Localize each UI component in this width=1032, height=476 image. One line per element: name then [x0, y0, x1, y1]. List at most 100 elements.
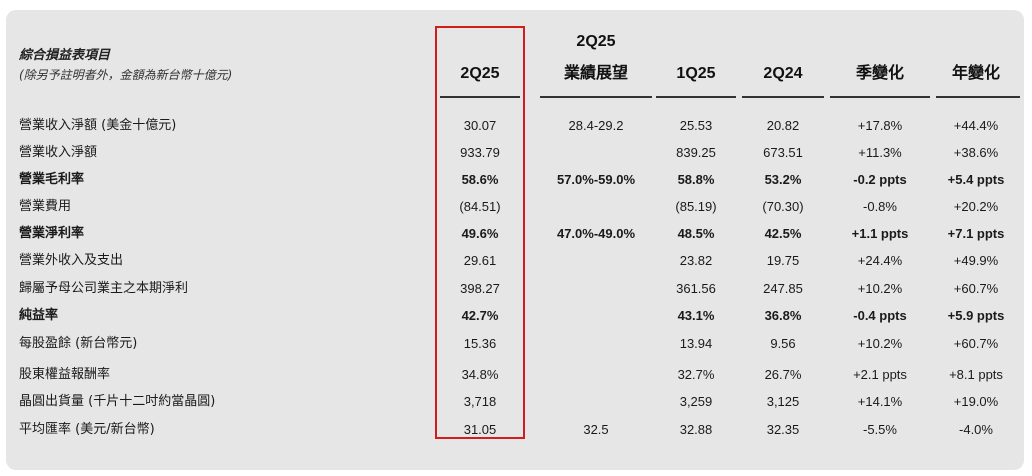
col-header-line2: 季變化: [855, 65, 904, 82]
col-header-guidance: 2Q25 業績展望: [540, 28, 652, 88]
row-label: 晶圓出貨量 (千片十二吋約當晶圓): [19, 394, 216, 409]
row-value: [540, 331, 652, 357]
row-value: +1.1 ppts: [851, 226, 909, 241]
row-value: +11.3%: [858, 145, 902, 160]
highlight-box-2q25: [435, 26, 525, 439]
col-header-2q24: 2Q24: [742, 32, 824, 88]
table-title-block: 綜合損益表項目 (除另予註明者外，金額為新台幣十億元): [19, 44, 232, 83]
row-value: +5.4 ppts: [947, 172, 1005, 187]
row-value: -4.0%: [959, 422, 993, 437]
row-label: 營業收入淨額: [19, 145, 98, 160]
row-value: [540, 248, 652, 274]
row-value: +60.7%: [953, 336, 999, 351]
row-value: 28.4-29.2: [568, 118, 624, 133]
row-value: 839.25: [676, 145, 716, 160]
row-label: 股東權益報酬率: [19, 367, 111, 382]
row-value: 25.53: [679, 118, 713, 133]
row-value: 47.0%-49.0%: [556, 226, 636, 241]
row-value: 15.36: [463, 336, 497, 351]
table-row: 每股盈餘 (新台幣元) 15.36 13.94 9.56 +10.2% +60.7%: [0, 331, 1032, 357]
row-value: 48.5%: [677, 226, 715, 241]
header-rule: [440, 96, 520, 98]
table-row: 平均匯率 (美元/新台幣) 31.05 32.5 32.88 32.35 -5.5% -4.…: [0, 417, 1032, 443]
row-value: 34.8%: [461, 367, 499, 382]
col-header-line1: 2Q25: [576, 33, 616, 50]
col-header-line1: [830, 32, 930, 60]
header-rule: [830, 96, 930, 98]
row-value: -0.2 ppts: [853, 172, 907, 187]
col-header-line1: [742, 32, 824, 60]
table-row: 營業外收入及支出 29.61 23.82 19.75 +24.4% +49.9%: [0, 248, 1032, 274]
row-value: +60.7%: [953, 281, 999, 296]
row-value: [540, 303, 652, 329]
row-value: 31.05: [463, 422, 497, 437]
row-value: [540, 389, 652, 415]
row-value: [540, 194, 652, 220]
table-row: 晶圓出貨量 (千片十二吋約當晶圓) 3,718 3,259 3,125 +14.1% +1…: [0, 389, 1032, 415]
table-row: 歸屬予母公司業主之本期淨利 398.27 361.56 247.85 +10.2% +60…: [0, 276, 1032, 302]
row-value: 9.56: [770, 336, 796, 351]
row-label: 營業外收入及支出: [19, 253, 124, 268]
table-subtitle: (除另予註明者外，金額為新台幣十億元): [19, 68, 233, 82]
row-label: 歸屬予母公司業主之本期淨利: [19, 281, 189, 296]
row-value: 53.2%: [764, 172, 802, 187]
row-value: 30.07: [463, 118, 497, 133]
row-value: 20.82: [766, 118, 800, 133]
row-value: 43.1%: [677, 308, 715, 323]
row-value: -0.8%: [863, 199, 897, 214]
row-value: +7.1 ppts: [947, 226, 1005, 241]
row-value: +49.9%: [953, 253, 999, 268]
row-label: 純益率: [19, 308, 59, 323]
table-row: 營業收入淨額 (美金十億元) 30.07 28.4-29.2 25.53 20.82 +1…: [0, 113, 1032, 139]
row-value: 3,125: [766, 394, 800, 409]
table-title: 綜合損益表項目: [19, 48, 111, 63]
table-row: 營業收入淨額 933.79 839.25 673.51 +11.3% +38.6%: [0, 140, 1032, 166]
header-rule: [936, 96, 1020, 98]
row-value: 32.5: [583, 422, 609, 437]
table-row: 營業淨利率 49.6% 47.0%-49.0% 48.5% 42.5% +1.1 ppts…: [0, 221, 1032, 247]
header-rule: [656, 96, 736, 98]
row-value: 361.56: [676, 281, 716, 296]
row-value: 3,718: [463, 394, 497, 409]
col-header-qoq: 季變化: [830, 32, 930, 88]
table-panel: [6, 10, 1024, 470]
table-row: 營業費用 (84.51) (85.19) (70.30) -0.8% +20.2%: [0, 194, 1032, 220]
row-value: +20.2%: [953, 199, 999, 214]
row-value: +17.8%: [857, 118, 903, 133]
row-value: 673.51: [763, 145, 803, 160]
row-value: (85.19): [675, 199, 717, 214]
col-header-line1: [932, 32, 1020, 60]
row-value: 36.8%: [764, 308, 802, 323]
row-value: 19.75: [766, 253, 800, 268]
col-header-line2: 1Q25: [676, 65, 716, 82]
row-value: (84.51): [459, 199, 501, 214]
row-value: 42.7%: [461, 308, 499, 323]
row-value: 58.8%: [677, 172, 715, 187]
col-header-yoy: 年變化: [932, 32, 1020, 88]
col-header-2q25: 2Q25: [440, 32, 520, 88]
row-label: 營業毛利率: [19, 172, 85, 187]
row-value: +24.4%: [857, 253, 903, 268]
table-row: 營業毛利率 58.6% 57.0%-59.0% 58.8% 53.2% -0.2 ppts…: [0, 167, 1032, 193]
row-value: +2.1 ppts: [853, 367, 907, 382]
row-value: 3,259: [679, 394, 713, 409]
row-value: +44.4%: [953, 118, 999, 133]
row-value: 29.61: [463, 253, 497, 268]
col-header-line2: 年變化: [951, 65, 1000, 82]
row-value: -0.4 ppts: [853, 308, 907, 323]
col-header-line1: [656, 32, 736, 60]
row-value: +8.1 ppts: [949, 367, 1003, 382]
row-label: 營業淨利率: [19, 226, 85, 241]
row-label: 營業費用: [19, 199, 72, 214]
row-value: +38.6%: [953, 145, 999, 160]
row-value: 13.94: [679, 336, 713, 351]
row-value: +10.2%: [857, 336, 903, 351]
row-label: 平均匯率 (美元/新台幣): [19, 422, 155, 437]
col-header-1q25: 1Q25: [656, 32, 736, 88]
row-value: 58.6%: [461, 172, 499, 187]
row-value: 49.6%: [461, 226, 499, 241]
row-value: 42.5%: [764, 226, 802, 241]
header-rule: [742, 96, 824, 98]
row-label: 每股盈餘 (新台幣元): [19, 336, 138, 351]
row-value: [540, 276, 652, 302]
